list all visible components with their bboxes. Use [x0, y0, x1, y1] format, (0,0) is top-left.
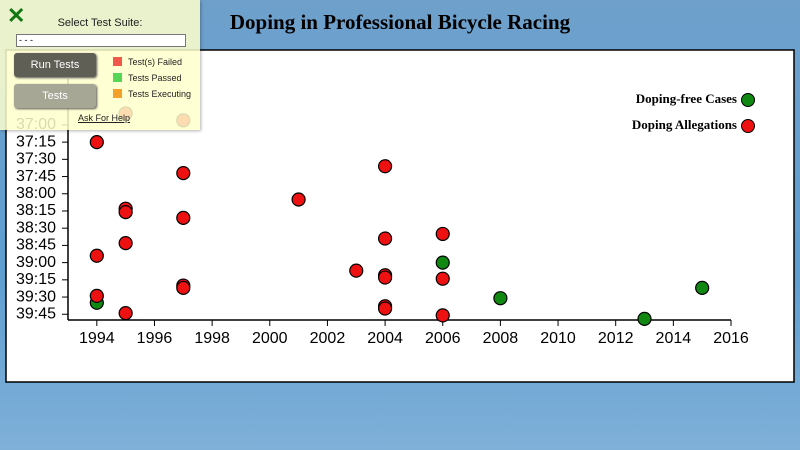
data-point: [89, 135, 104, 150]
data-point: [118, 306, 133, 321]
data-point: [695, 280, 710, 295]
y-tick-label: 39:15: [16, 271, 56, 288]
close-icon[interactable]: ✕: [7, 3, 26, 28]
y-tick-label: 38:45: [16, 237, 56, 254]
y-tick-label: 37:15: [16, 133, 56, 150]
data-point: [118, 236, 133, 251]
y-tick-label: 37:45: [16, 168, 56, 185]
legend-text: Tests Passed: [128, 73, 182, 83]
data-point: [176, 166, 191, 181]
legend-text: Tests Executing: [128, 89, 192, 99]
data-point: [377, 159, 393, 174]
y-tick-label: 38:00: [16, 185, 56, 202]
y-tick-label: 39:45: [16, 305, 56, 322]
data-point: [176, 280, 191, 295]
legend-executing: Tests Executing: [113, 89, 191, 99]
chart-title: Doping in Professional Bicycle Racing: [230, 10, 571, 34]
x-tick-label: 2014: [656, 330, 692, 347]
legend-label: Doping Allegations: [632, 117, 737, 132]
data-point: [176, 210, 191, 225]
data-point: [89, 288, 104, 303]
x-tick-label: 2010: [540, 330, 576, 347]
help-link[interactable]: Ask For Help: [78, 113, 131, 123]
data-point: [637, 311, 652, 326]
test-heading: Select Test Suite:: [57, 17, 143, 29]
data-point: [377, 270, 393, 285]
x-tick-label: 2004: [367, 330, 403, 347]
suite-select[interactable]: - - -: [16, 34, 186, 47]
legend-failed: Test(s) Failed: [113, 57, 182, 67]
y-tick-label: 39:00: [16, 254, 56, 271]
data-point: [349, 263, 364, 278]
y-tick-label: 39:30: [16, 288, 56, 305]
x-tick-label: 1998: [194, 330, 230, 347]
data-point: [435, 271, 450, 286]
data-point: [377, 231, 393, 246]
legend-text: Test(s) Failed: [128, 57, 183, 67]
tests-button[interactable]: Tests: [14, 84, 96, 108]
x-tick-label: 1996: [137, 330, 173, 347]
y-tick-label: 38:15: [16, 202, 56, 219]
run-tests-button[interactable]: Run Tests: [14, 53, 96, 77]
y-tick-label: 37:30: [16, 151, 56, 168]
legend-swatch: [741, 93, 755, 107]
x-tick-label: 2002: [310, 330, 346, 347]
test-panel: ✕ Select Test Suite: - - - Run Tests Tes…: [0, 0, 200, 130]
data-point: [493, 291, 508, 306]
data-point: [118, 205, 133, 220]
y-tick-label: 38:30: [16, 219, 56, 236]
legend-passed: Tests Passed: [113, 73, 182, 83]
x-tick-label: 2012: [598, 330, 634, 347]
legend-label: Doping-free Cases: [636, 91, 737, 106]
data-point: [377, 301, 393, 316]
x-tick-label: 2016: [713, 330, 749, 347]
x-tick-label: 2006: [425, 330, 461, 347]
x-tick-label: 2000: [252, 330, 288, 347]
data-point: [435, 226, 450, 242]
legend-swatch: [741, 119, 755, 133]
x-tick-label: 2008: [483, 330, 519, 347]
data-point: [291, 192, 306, 207]
data-point: [435, 308, 450, 323]
data-point: [89, 248, 104, 263]
x-tick-label: 1994: [79, 330, 115, 347]
data-point: [435, 255, 450, 270]
